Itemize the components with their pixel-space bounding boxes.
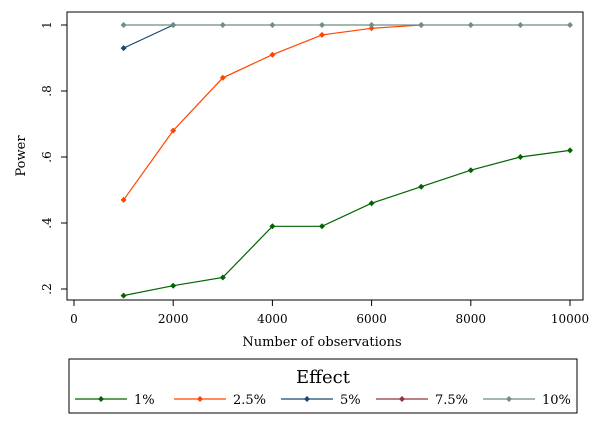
- legend-item: 5%: [281, 393, 361, 408]
- data-point: [567, 22, 573, 28]
- x-tick-label: 2000: [158, 312, 189, 326]
- y-tick-label: 1: [40, 21, 54, 29]
- y-tick-label: .2: [40, 283, 54, 294]
- legend-label: 1%: [134, 393, 155, 408]
- legend-label: 7.5%: [435, 393, 468, 408]
- data-point: [467, 167, 474, 174]
- data-point: [219, 74, 226, 81]
- legend-item: 1%: [75, 393, 155, 408]
- y-axis: .2 .4 .6 .8 1: [40, 21, 67, 295]
- legend-item: 10%: [483, 393, 571, 408]
- x-tick-label: 10000: [551, 312, 589, 326]
- series-line: [123, 24, 174, 49]
- data-point: [567, 147, 573, 154]
- y-axis-title: Power: [14, 135, 29, 177]
- data-point: [467, 22, 474, 28]
- series-4: [120, 22, 573, 28]
- data-point: [170, 127, 177, 134]
- legend-key-marker: [304, 396, 310, 402]
- data-point: [418, 22, 425, 28]
- x-tick-label: 8000: [456, 312, 487, 326]
- y-tick-label: .6: [40, 151, 54, 162]
- x-axis-title: Number of observations: [242, 335, 401, 350]
- legend-box: [68, 358, 578, 414]
- data-point: [120, 196, 127, 203]
- x-tick-label: 0: [70, 312, 78, 326]
- data-point: [368, 25, 375, 32]
- legend-title: Effect: [296, 367, 351, 388]
- series-line: [123, 149, 571, 297]
- legend-key-marker: [399, 396, 405, 402]
- legend-label: 2.5%: [233, 393, 266, 408]
- legend-key-marker: [506, 396, 512, 402]
- data-point: [517, 22, 524, 28]
- data-point: [517, 154, 524, 160]
- legend-label: 10%: [542, 393, 571, 408]
- legend-key-marker: [197, 396, 203, 402]
- data-point: [269, 223, 276, 230]
- data-point: [368, 22, 375, 28]
- x-tick-label: 4000: [257, 312, 288, 326]
- data-point: [170, 282, 177, 289]
- legend-label: 5%: [340, 393, 361, 408]
- data-point: [319, 223, 325, 230]
- legend-key-marker: [98, 396, 104, 402]
- legend-item: 7.5%: [376, 393, 468, 408]
- data-point: [368, 200, 375, 207]
- series-0: [120, 147, 573, 299]
- legend-items: 1% 2.5% 5% 7.5% 10%: [75, 393, 571, 408]
- data-point: [120, 22, 127, 28]
- data-point: [269, 51, 276, 58]
- x-axis: 0 2000 4000 6000 8000 10000: [70, 300, 589, 326]
- legend: Effect 1% 2.5% 5% 7.5% 10%: [68, 358, 578, 414]
- data-point: [170, 22, 177, 28]
- data-point: [319, 31, 325, 38]
- data-point: [120, 45, 127, 52]
- x-tick-label: 6000: [356, 312, 387, 326]
- data-point: [269, 22, 276, 28]
- data-point: [319, 22, 325, 28]
- data-point: [219, 22, 226, 28]
- data-point: [219, 274, 226, 281]
- data-point: [120, 292, 127, 299]
- series-layer: [120, 22, 573, 299]
- data-point: [418, 183, 425, 190]
- plot-frame: [66, 11, 584, 301]
- y-tick-label: .8: [40, 85, 54, 96]
- y-tick-label: .4: [40, 217, 54, 229]
- legend-item: 2.5%: [174, 393, 266, 408]
